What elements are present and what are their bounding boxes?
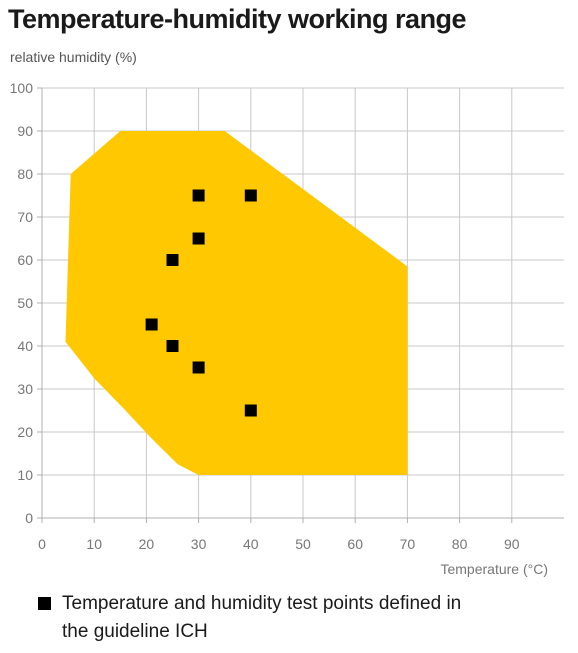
y-tick-label: 50 <box>17 295 33 311</box>
chart-title: Temperature-humidity working range <box>8 4 467 34</box>
y-tick-label: 80 <box>17 166 33 182</box>
x-tick-label: 40 <box>243 536 259 552</box>
x-tick-label: 60 <box>347 536 363 552</box>
data-point <box>244 404 257 417</box>
y-tick-label: 20 <box>17 424 33 440</box>
data-point <box>166 340 179 352</box>
x-tick-label: 80 <box>452 536 468 552</box>
legend-marker-icon <box>38 597 51 610</box>
x-tick-label: 20 <box>139 536 155 552</box>
data-point <box>145 318 158 331</box>
data-point <box>166 254 179 266</box>
x-tick-label: 90 <box>504 536 520 552</box>
x-tick-label: 50 <box>295 536 311 552</box>
y-axis-label: relative humidity (%) <box>10 49 137 65</box>
working-range-area <box>65 131 408 475</box>
x-tick-label: 0 <box>38 536 46 552</box>
data-point <box>192 232 205 245</box>
legend-label: Temperature and humidity test points def… <box>62 593 462 642</box>
data-point <box>244 189 257 202</box>
x-tick-label: 70 <box>400 536 416 552</box>
x-tick-label: 30 <box>191 536 207 552</box>
y-tick-label: 0 <box>25 510 33 526</box>
y-tick-label: 60 <box>17 252 33 268</box>
chart-plot: 0 10 20 30 40 50 60 70 80 90 100 0 10 20 30 40 50 60 70 80 9… <box>10 80 564 577</box>
y-tick-label: 70 <box>17 209 33 225</box>
y-tick-label: 10 <box>17 467 33 483</box>
data-point <box>192 361 205 374</box>
y-tick-label: 90 <box>17 123 33 139</box>
data-point <box>192 189 205 202</box>
y-tick-label: 40 <box>17 338 33 354</box>
y-tick-label: 30 <box>17 381 33 397</box>
x-tick-label: 10 <box>86 536 102 552</box>
legend: Temperature and humidity test points def… <box>38 590 462 646</box>
y-tick-label: 100 <box>10 80 34 96</box>
x-axis-label: Temperature (°C) <box>440 561 548 577</box>
